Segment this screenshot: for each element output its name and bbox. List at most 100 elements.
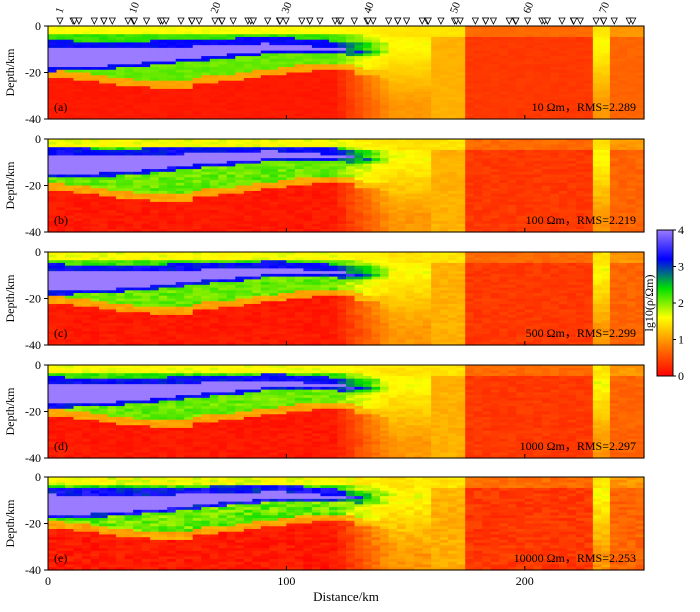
heatmap-cell	[346, 177, 356, 181]
heatmap-cell	[363, 64, 373, 68]
heatmap-cell	[397, 141, 407, 146]
heatmap-cell	[116, 218, 126, 222]
heatmap-cell	[184, 204, 194, 208]
heatmap-cell	[141, 166, 151, 170]
heatmap-cell	[107, 163, 117, 167]
heatmap-cell	[209, 42, 219, 46]
heatmap-cell	[303, 190, 313, 195]
heatmap-cell	[184, 72, 194, 76]
heatmap-cell	[507, 86, 517, 90]
heatmap-cell	[209, 215, 219, 219]
heatmap-cell	[533, 72, 543, 76]
heatmap-cell	[575, 36, 585, 41]
heatmap-cell	[601, 83, 611, 87]
heatmap-cell	[397, 139, 407, 143]
heatmap-cell	[260, 149, 270, 154]
heatmap-cell	[158, 113, 168, 117]
heatmap-cell	[133, 97, 143, 101]
heatmap-cell	[473, 64, 483, 68]
heatmap-cell	[550, 110, 560, 115]
heatmap-cell	[56, 50, 66, 54]
heatmap-cell	[99, 69, 109, 74]
heatmap-cell	[82, 166, 92, 170]
heatmap-cell	[405, 39, 415, 44]
heatmap-cell	[158, 182, 168, 187]
heatmap-cell	[286, 99, 296, 104]
heatmap-cell	[320, 86, 330, 90]
heatmap-cell	[150, 141, 160, 146]
heatmap-cell	[456, 97, 466, 101]
heatmap-cell	[465, 39, 475, 44]
heatmap-cell	[346, 207, 356, 211]
heatmap-cell	[592, 77, 603, 82]
heatmap-cell	[150, 67, 160, 71]
heatmap-cell	[397, 221, 407, 225]
heatmap-cell	[252, 26, 262, 30]
heatmap-cell	[252, 97, 262, 101]
heatmap-cell	[116, 67, 126, 71]
heatmap-cell	[56, 75, 66, 79]
heatmap-cell	[48, 61, 58, 65]
heatmap-cell	[235, 88, 245, 93]
heatmap-cell	[363, 207, 373, 211]
heatmap-cell	[209, 58, 219, 63]
heatmap-cell	[192, 26, 202, 30]
heatmap-cell	[371, 160, 381, 165]
heatmap-cell	[516, 58, 526, 63]
heatmap-cell	[184, 50, 194, 54]
heatmap-cell	[175, 110, 185, 115]
heatmap-cell	[82, 53, 92, 57]
heatmap-cell	[158, 56, 168, 60]
heatmap-cell	[209, 169, 219, 173]
heatmap-cell	[337, 94, 347, 98]
heatmap-cell	[192, 77, 202, 82]
heatmap-cell	[448, 139, 458, 143]
heatmap-cell	[405, 105, 415, 109]
heatmap-cell	[252, 182, 262, 187]
heatmap-cell	[618, 116, 628, 120]
heatmap-cell	[337, 67, 347, 71]
heatmap-cell	[90, 58, 100, 63]
heatmap-cell	[56, 163, 66, 167]
heatmap-cell	[346, 39, 356, 44]
heatmap-cell	[303, 229, 313, 233]
heatmap-cell	[124, 80, 134, 85]
heatmap-cell	[550, 80, 560, 85]
heatmap-cell	[73, 26, 83, 30]
heatmap-cell	[397, 171, 407, 176]
heatmap-cell	[218, 174, 228, 178]
heatmap-cell	[414, 75, 424, 79]
heatmap-cell	[226, 171, 236, 176]
heatmap-cell	[175, 199, 185, 203]
heatmap-cell	[252, 147, 262, 151]
heatmap-cell	[82, 141, 92, 146]
heatmap-cell	[201, 45, 211, 49]
heatmap-cell	[65, 160, 75, 165]
heatmap-cell	[575, 56, 585, 60]
heatmap-cell	[158, 108, 168, 112]
heatmap-cell	[158, 223, 168, 228]
heatmap-cell	[422, 34, 432, 38]
heatmap-cell	[405, 61, 415, 65]
heatmap-cell	[116, 158, 126, 162]
heatmap-cell	[82, 144, 92, 148]
heatmap-cell	[431, 190, 441, 195]
heatmap-cell	[303, 80, 313, 85]
heatmap-cell	[303, 169, 313, 173]
heatmap-cell	[482, 99, 492, 104]
heatmap-cell	[235, 207, 245, 211]
heatmap-cell	[346, 28, 356, 33]
heatmap-cell	[56, 116, 66, 120]
heatmap-cell	[184, 61, 194, 65]
heatmap-cell	[575, 31, 585, 35]
heatmap-cell	[226, 212, 236, 217]
heatmap-cell	[626, 97, 637, 101]
heatmap-cell	[65, 190, 75, 195]
heatmap-cell	[609, 26, 620, 30]
heatmap-cell	[209, 180, 219, 184]
heatmap-cell	[184, 69, 194, 74]
heatmap-cell	[201, 229, 211, 233]
heatmap-cell	[422, 113, 432, 117]
heatmap-cell	[388, 34, 398, 38]
heatmap-cell	[260, 180, 270, 184]
